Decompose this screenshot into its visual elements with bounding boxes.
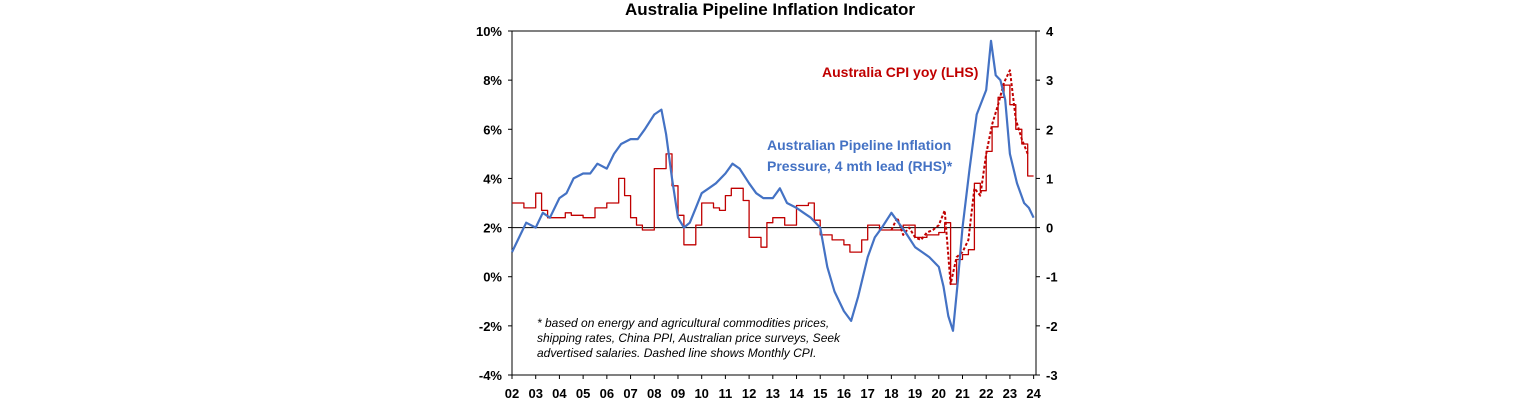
left-tick-label: 8% (483, 73, 502, 88)
cpi-series-label: Australia CPI yoy (LHS) (822, 64, 978, 80)
chart-title: Australia Pipeline Inflation Indicator (625, 0, 915, 19)
right-tick-label: 0 (1046, 221, 1053, 236)
x-tick-label: 04 (552, 386, 567, 401)
left-tick-label: -4% (479, 368, 503, 383)
footnote-line1: * based on energy and agricultural commo… (537, 316, 829, 330)
x-tick-label: 12 (742, 386, 756, 401)
pipeline-series-label-line1: Australian Pipeline Inflation (767, 137, 951, 153)
x-tick-label: 03 (528, 386, 542, 401)
x-tick-label: 02 (505, 386, 519, 401)
pipeline-series-label-line2: Pressure, 4 mth lead (RHS)* (767, 158, 953, 174)
x-tick-label: 16 (837, 386, 851, 401)
footnote-line2: shipping rates, China PPI, Australian pr… (537, 331, 841, 345)
right-tick-label: -3 (1046, 368, 1058, 383)
x-tick-label: 15 (813, 386, 827, 401)
right-tick-label: 4 (1046, 24, 1054, 39)
x-tick-label: 21 (955, 386, 969, 401)
x-tick-label: 11 (719, 386, 733, 401)
left-tick-label: 0% (483, 270, 502, 285)
right-tick-label: 3 (1046, 73, 1053, 88)
x-tick-label: 08 (647, 386, 661, 401)
x-tick-label: 23 (1003, 386, 1017, 401)
footnote-line3: advertised salaries. Dashed line shows M… (537, 346, 816, 360)
left-tick-label: 4% (483, 171, 502, 186)
right-tick-label: 1 (1046, 171, 1053, 186)
pipeline-series-line (511, 39, 1035, 332)
left-tick-label: -2% (479, 319, 503, 334)
x-tick-label: 22 (979, 386, 993, 401)
x-tick-label: 14 (789, 386, 804, 401)
right-tick-label: -2 (1046, 319, 1058, 334)
x-tick-label: 06 (600, 386, 614, 401)
right-axis-ticks: -3 -2 -1 0 1 2 3 4 (1036, 24, 1058, 383)
x-tick-label: 19 (908, 386, 922, 401)
right-tick-label: -1 (1046, 270, 1058, 285)
left-axis-ticks: -4% -2% 0% 2% 4% 6% 8% 10% (476, 24, 512, 383)
x-tick-label: 10 (694, 386, 708, 401)
x-tick-label: 20 (932, 386, 946, 401)
monthly-cpi-dashed-line (890, 69, 1029, 286)
x-tick-label: 17 (860, 386, 874, 401)
x-tick-label: 24 (1026, 386, 1041, 401)
x-tick-label: 07 (623, 386, 637, 401)
left-tick-label: 10% (476, 24, 502, 39)
x-tick-label: 18 (884, 386, 898, 401)
cpi-series-step-line (512, 84, 1034, 285)
x-tick-label: 09 (671, 386, 685, 401)
x-tick-label: 05 (576, 386, 590, 401)
x-axis-ticks: 02 03 04 05 06 07 08 09 10 11 12 13 14 15 16 17 18 19 20 21… (505, 375, 1042, 401)
left-tick-label: 6% (483, 122, 502, 137)
series-layer (511, 39, 1035, 332)
right-tick-label: 2 (1046, 122, 1053, 137)
left-tick-label: 2% (483, 221, 502, 236)
x-tick-label: 13 (766, 386, 780, 401)
